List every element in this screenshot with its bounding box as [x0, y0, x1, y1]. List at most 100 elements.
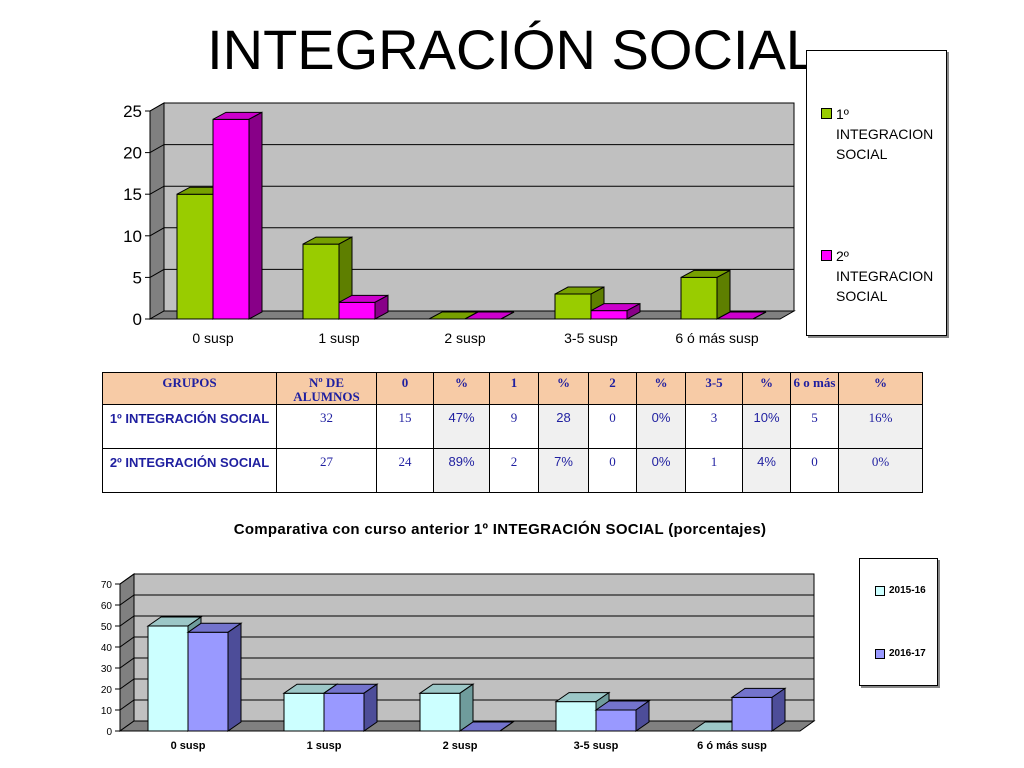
table-cell: 7%: [538, 448, 589, 493]
chart2-y-tick-label: 20: [101, 685, 113, 696]
header-pct-1: %: [538, 372, 589, 405]
chart2-y-tick-label: 0: [106, 727, 112, 738]
chart2-gridline: [119, 636, 814, 648]
chart1-bar-s2-2-side: [500, 311, 515, 320]
chart2-bar-s1-2-front: [419, 692, 461, 732]
table-cell: 0: [588, 404, 637, 449]
legend2-item-series1: 2015-16: [875, 584, 926, 597]
legend2-swatch-series1: [875, 586, 885, 596]
table-cell: 10%: [742, 404, 791, 449]
table-row: 1º INTEGRACIÓN SOCIAL 32 15 47% 9 28 0 0…: [102, 404, 923, 449]
legend2-label-series2: 2016-17: [889, 648, 926, 659]
chart2-y-tick-label: 40: [101, 643, 113, 654]
header-2: 2: [588, 372, 637, 405]
slide-title: INTEGRACIÓN SOCIAL: [207, 18, 817, 81]
table-cell: 89%: [433, 448, 490, 493]
chart1-gridline: [149, 144, 794, 154]
chart2-bar-s1-0-front: [147, 625, 189, 732]
chart1-y-tick-label: 15: [123, 185, 142, 204]
chart1-x-tick-label: 6 ó más susp: [675, 330, 758, 346]
header-pct-2: %: [636, 372, 686, 405]
chart1-bar-s2-0-side: [248, 111, 263, 320]
chart1-gridline: [149, 185, 794, 195]
table-cell: 27: [276, 448, 377, 493]
chart2-legend: 2015-16 2016-17: [859, 558, 938, 686]
chart1-y-tick-label: 20: [123, 144, 142, 163]
chart1-bar-s2-3-side: [626, 302, 641, 320]
chart1-bar-s1-1-front: [302, 243, 340, 320]
legend1-swatch-series2: [821, 250, 832, 261]
chart1-bar-s2-4-side: [752, 311, 767, 320]
chart1-bar-s2-1-side: [374, 294, 389, 320]
chart1-x-tick-label: 2 susp: [444, 330, 485, 346]
legend1-swatch-series1: [821, 108, 832, 119]
table-cell: 0: [790, 448, 839, 493]
header-1: 1: [489, 372, 539, 405]
legend1-item-series2: 2º INTEGRACION SOCIAL: [821, 246, 946, 306]
table-cell: 5: [790, 404, 839, 449]
chart1-x-tick-label: 3-5 susp: [564, 330, 618, 346]
table-row: 2º INTEGRACIÓN SOCIAL 27 24 89% 2 7% 0 0…: [102, 448, 923, 493]
table-cell: 3: [685, 404, 743, 449]
chart1-bar-s1-0-front: [176, 193, 214, 320]
chart2-title: Comparativa con curso anterior 1º INTEGR…: [233, 521, 767, 538]
table-cell: 32: [276, 404, 377, 449]
header-3-5: 3-5: [685, 372, 743, 405]
chart2-side-wall: [119, 573, 135, 732]
chart2-y-tick-label: 60: [101, 601, 113, 612]
legend2-swatch-series2: [875, 649, 885, 659]
table-cell: 16%: [838, 404, 923, 449]
chart2-x-tick-label: 6 ó más susp: [697, 740, 767, 752]
table-header-row: GRUPOS Nº DE ALUMNOS 0 % 1 % 2 % 3-5 % 6…: [102, 372, 923, 405]
results-table: GRUPOS Nº DE ALUMNOS 0 % 1 % 2 % 3-5 % 6…: [102, 372, 923, 493]
chart1-x-tick-label: 1 susp: [318, 330, 359, 346]
legend1-label-series2: 2º INTEGRACION SOCIAL: [836, 248, 934, 304]
header-pct-0: %: [433, 372, 490, 405]
chart1-y-tick-label: 25: [123, 102, 142, 121]
chart2-y-tick-label: 30: [101, 664, 113, 675]
table-cell: 0: [588, 448, 637, 493]
chart1-bar-s2-0-front: [212, 118, 250, 320]
chart2-bar-s2-3-side: [635, 700, 650, 732]
table-cell: 9: [489, 404, 539, 449]
chart2-bar-s2-0-front: [187, 631, 229, 732]
chart1-bar-s2-3-front: [590, 310, 628, 320]
chart2-bar-s2-1-side: [363, 683, 378, 732]
chart1-bar-s1-4-side: [716, 269, 731, 320]
legend2-label-series1: 2015-16: [889, 585, 926, 596]
chart1-bar-s1-3-front: [554, 293, 592, 320]
chart2-gridline: [119, 678, 814, 690]
chart2-x-tick-label: 3-5 susp: [574, 740, 619, 752]
chart2-x-tick-label: 0 susp: [171, 740, 206, 752]
chart1-bar-s1-4-front: [680, 276, 718, 320]
table-cell-group: 1º INTEGRACIÓN SOCIAL: [102, 404, 277, 449]
legend1-item-series1: 1º INTEGRACION SOCIAL: [821, 104, 946, 164]
table-cell: 0%: [636, 448, 686, 493]
chart2-bar-s1-3-front: [555, 701, 597, 732]
chart2-bar-s2-1-front: [323, 692, 365, 732]
table-cell: 28: [538, 404, 589, 449]
header-pct-3-5: %: [742, 372, 791, 405]
chart2-bar-s2-4-side: [771, 687, 786, 732]
chart1-y-tick-label: 0: [133, 310, 142, 329]
chart1-y-tick-label: 10: [123, 227, 142, 246]
chart2-bar-s2-3-front: [595, 709, 637, 732]
chart2-y-tick-label: 10: [101, 706, 113, 717]
chart1-side-wall: [149, 102, 165, 320]
table-cell: 1: [685, 448, 743, 493]
table-cell: 24: [376, 448, 434, 493]
table-cell: 2: [489, 448, 539, 493]
chart1-x-tick-label: 0 susp: [192, 330, 233, 346]
table-cell: 0%: [838, 448, 923, 493]
chart2-y-tick-label: 70: [101, 580, 113, 591]
header-grupos: GRUPOS: [102, 372, 277, 405]
header-0: 0: [376, 372, 434, 405]
chart2-x-tick-label: 2 susp: [443, 740, 478, 752]
chart2-gridline: [119, 615, 814, 627]
chart1-y-tick-label: 5: [133, 268, 142, 287]
chart1-gridline: [149, 102, 794, 112]
chart2-x-tick-label: 1 susp: [307, 740, 342, 752]
chart2-bar-s2-0-side: [227, 622, 242, 732]
chart2-bar-s2-2-side: [499, 721, 514, 732]
